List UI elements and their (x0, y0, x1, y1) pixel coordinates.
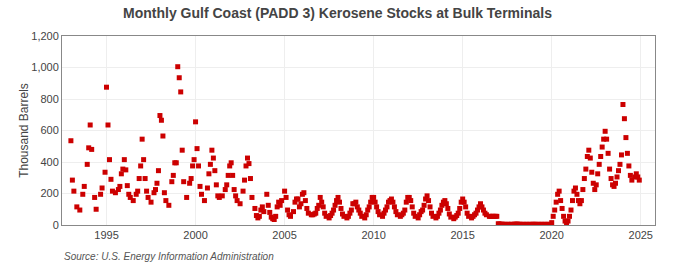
svg-text:2025: 2025 (629, 229, 653, 241)
svg-text:Source: U.S. Energy Informatio: Source: U.S. Energy Information Administ… (64, 251, 274, 262)
svg-text:200: 200 (40, 187, 58, 199)
svg-text:800: 800 (40, 93, 58, 105)
svg-text:Thousand Barrels: Thousand Barrels (17, 83, 31, 178)
svg-text:2015: 2015 (450, 229, 474, 241)
svg-text:600: 600 (40, 124, 58, 136)
svg-text:2005: 2005 (272, 229, 296, 241)
svg-text:2010: 2010 (361, 229, 385, 241)
svg-text:400: 400 (40, 156, 58, 168)
svg-text:Monthly Gulf Coast (PADD 3) Ke: Monthly Gulf Coast (PADD 3) Kerosene Sto… (123, 5, 552, 21)
svg-text:1,200: 1,200 (31, 30, 59, 42)
svg-text:0: 0 (53, 219, 59, 231)
svg-text:2000: 2000 (183, 229, 207, 241)
svg-text:1,000: 1,000 (31, 61, 59, 73)
svg-text:2020: 2020 (539, 229, 563, 241)
svg-text:1995: 1995 (94, 229, 118, 241)
